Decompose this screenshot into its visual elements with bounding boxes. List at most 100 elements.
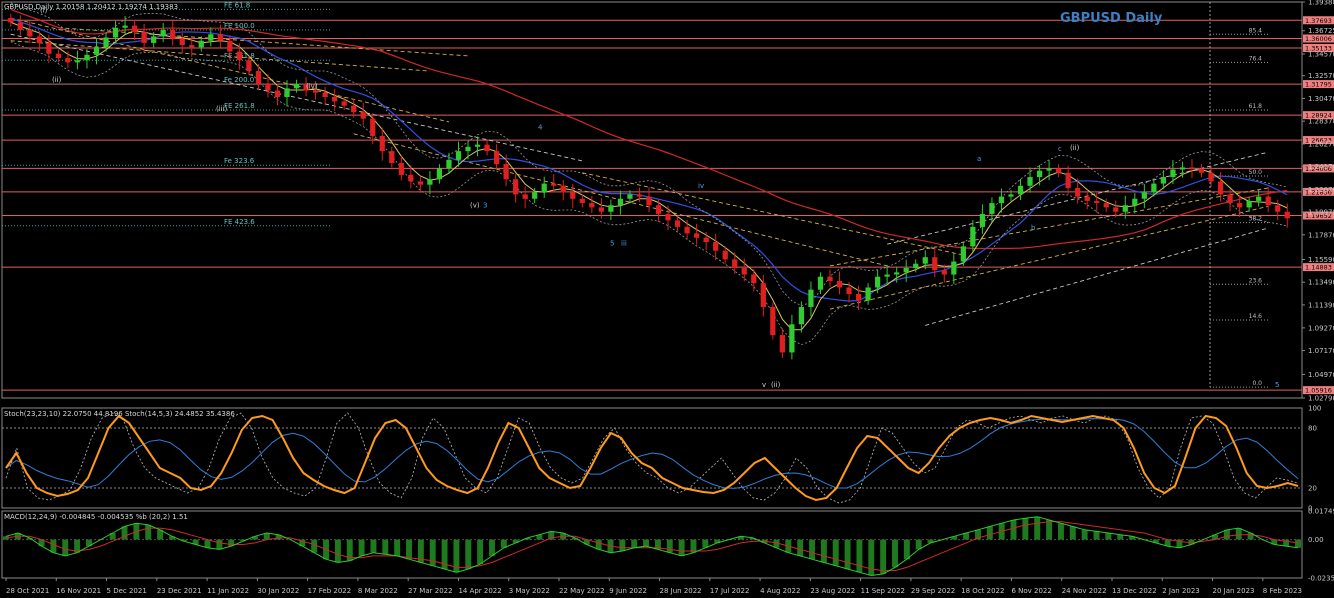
macd-info: MACD(12,24,9) -0.004845 -0.004535 %b (20… (4, 513, 188, 521)
candle-body (484, 144, 490, 152)
candle-body (1027, 177, 1033, 186)
date-tick-label: 23 Dec 2021 (157, 587, 202, 595)
level-price-label: 1.36006 (1305, 35, 1332, 43)
date-tick-label: 8 Feb 2023 (1263, 587, 1302, 595)
level-price-tag (1303, 34, 1334, 43)
date-tick-label: 5 Dec 2021 (107, 587, 147, 595)
ma-50-line (10, 17, 1288, 302)
date-tick-label: 16 Nov 2021 (56, 587, 101, 595)
bollinger-upper (10, 2, 1288, 307)
level-price-tag (1303, 111, 1334, 120)
level-price-label: 1.14883 (1305, 264, 1332, 272)
moving-averages (10, 2, 1288, 346)
candle-body (884, 274, 890, 277)
candle-body (17, 22, 23, 30)
candle-body (303, 84, 309, 91)
candle-body (1132, 198, 1138, 206)
macd-pane-border (1, 510, 1303, 579)
candle-body (417, 181, 423, 185)
candle-body (1017, 185, 1024, 195)
date-tick-label: 2 Jan 2023 (1162, 587, 1200, 595)
candle-body (170, 29, 176, 39)
candle-body (770, 306, 776, 336)
fib-label: 38.2 (1249, 216, 1263, 223)
candle-body (341, 101, 347, 106)
candle-body (541, 183, 547, 193)
level-price-label: 1.26623 (1305, 137, 1332, 145)
candle-body (8, 18, 14, 23)
ma-200-line (10, 8, 1288, 250)
candle-body (1103, 203, 1109, 208)
candle-body (293, 84, 300, 89)
symbol-info: GBPUSD,Daily 1.20158 1.20412 1.19274 1.1… (4, 3, 178, 11)
date-tick-label: 8 Mar 2022 (358, 587, 398, 595)
trend-line (10, 17, 450, 123)
candle-body (151, 36, 157, 43)
macd-tick-label: -0.023513 (1308, 575, 1334, 583)
wave-label: b (1031, 224, 1036, 232)
candle-body (741, 268, 747, 275)
candle-body (684, 226, 690, 234)
candle-body (1217, 181, 1224, 195)
bollinger-lower (10, 41, 1288, 346)
candle-body (455, 151, 462, 160)
wave-label: (ii) (1070, 144, 1080, 152)
level-price-tag (1303, 211, 1334, 220)
candle-body (1151, 183, 1157, 193)
date-tick-label: 14 Apr 2022 (458, 587, 501, 595)
candle-body (179, 38, 185, 46)
price-tick-label: 1.34570 (1308, 51, 1334, 59)
candle-body (751, 274, 757, 284)
wave-label: (ii) (771, 381, 781, 389)
candle-body (513, 179, 519, 195)
level-price-tag (1303, 16, 1334, 25)
candle-body (255, 71, 262, 85)
candle-body (1008, 194, 1014, 197)
price-tick-label: 1.11390 (1308, 301, 1334, 309)
candle-body (1275, 205, 1281, 212)
candle-body (1265, 196, 1271, 206)
candle-body (1236, 203, 1243, 208)
candle-body (951, 261, 957, 275)
candle-body (875, 276, 881, 288)
candle-body (360, 112, 366, 119)
date-tick-label: 17 Jul 2022 (710, 587, 750, 595)
date-tick-label: 6 Nov 2022 (1011, 587, 1051, 595)
candle-body (674, 220, 681, 227)
wave-label: c (1058, 145, 1062, 153)
stoch-main-line (5, 414, 1299, 502)
level-price-label: 1.19652 (1305, 212, 1332, 220)
candle-body (665, 213, 671, 221)
candle-body (208, 34, 214, 41)
candle-body (760, 283, 766, 307)
price-tick-label: 1.19970 (1308, 209, 1334, 217)
price-tick-label: 1.09270 (1308, 324, 1334, 332)
price-tick-label: 1.24170 (1308, 163, 1334, 171)
candle-body (1055, 168, 1062, 173)
price-tick-label: 1.32570 (1308, 72, 1334, 80)
level-price-label: 1.05916 (1305, 387, 1332, 395)
candle-body (1189, 167, 1195, 169)
candle-body (941, 270, 947, 275)
candle-body (465, 146, 471, 152)
level-price-tag (1303, 43, 1334, 52)
wave-label: iv (698, 182, 704, 190)
candle-body (1065, 172, 1071, 188)
wave-label: (iv) (306, 82, 318, 90)
candle-body (551, 183, 557, 186)
candle-body (1208, 172, 1214, 182)
candle-body (894, 272, 900, 275)
wave-label: 3 (483, 201, 487, 209)
date-tick-label: 18 Oct 2022 (961, 587, 1004, 595)
stoch-tick-label: 0 (1308, 505, 1312, 513)
candle-body (189, 45, 195, 48)
candle-body (1046, 168, 1052, 171)
candle-body (589, 203, 595, 208)
trend-line (582, 172, 964, 256)
candle-body (103, 37, 109, 48)
date-tick-label: 9 Jun 2022 (609, 587, 647, 595)
candle-body (627, 194, 633, 199)
candle-body (427, 179, 433, 185)
candle-body (1170, 169, 1176, 178)
